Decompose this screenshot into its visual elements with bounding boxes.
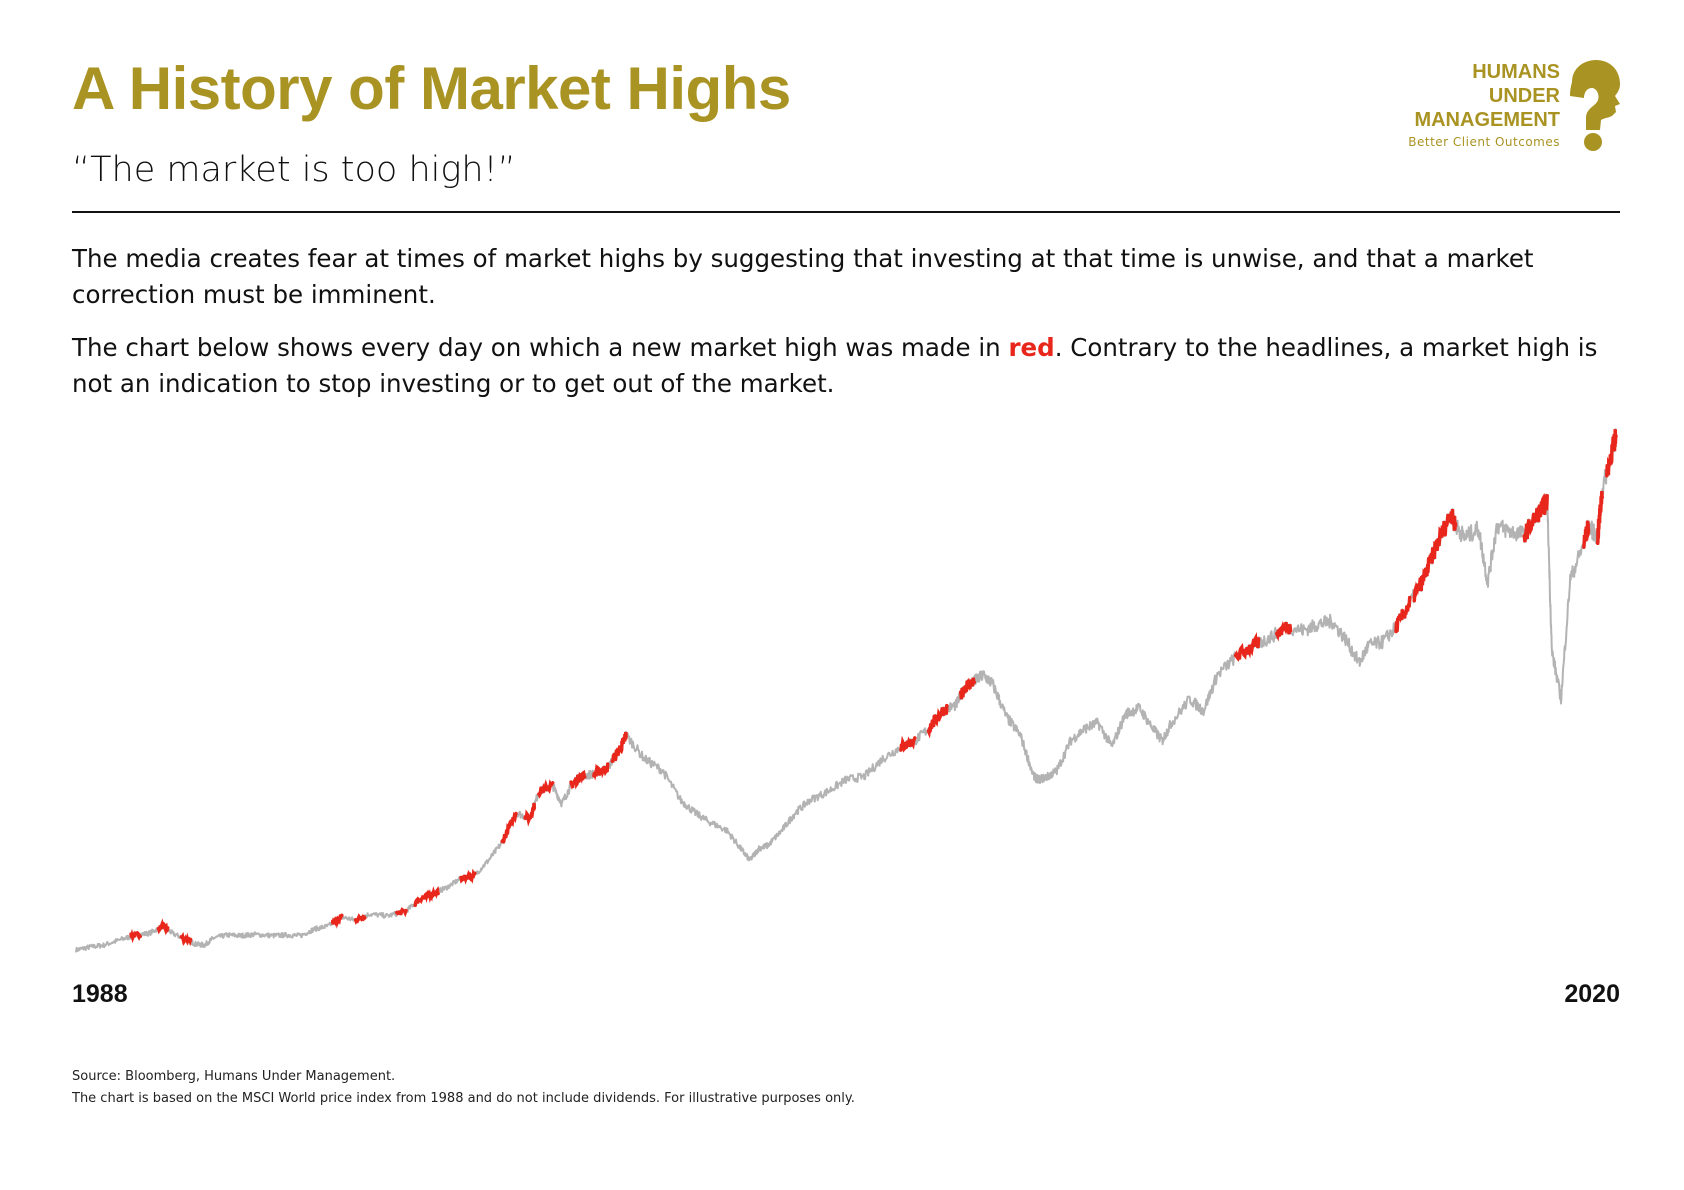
market-high-segment-12: [569, 769, 587, 791]
market-high-segment-16: [926, 703, 949, 739]
page-title: A History of Market Highs: [72, 55, 791, 122]
market-high-segment-9: [500, 811, 518, 844]
explanation-text-start: The chart below shows every day on which…: [72, 333, 1009, 362]
red-highlight-word: red: [1008, 333, 1055, 362]
disclaimer-note: The chart is based on the MSCI World pri…: [72, 1091, 855, 1106]
logo-wordmark: HUMANS UNDER MANAGEMENT Better Client Ou…: [1408, 60, 1560, 150]
market-high-segment-2: [156, 918, 170, 936]
market-high-segment-8: [459, 868, 477, 885]
market-high-segment-1: [129, 928, 142, 944]
logo-line-1: HUMANS: [1472, 61, 1560, 83]
market-high-segment-3: [179, 931, 193, 947]
market-high-segment-14: [610, 731, 628, 763]
market-high-segment-26: [1605, 429, 1618, 478]
source-note: Source: Bloomberg, Humans Under Manageme…: [72, 1069, 396, 1084]
market-high-segment-4: [330, 913, 344, 929]
market-high-segment-10: [523, 802, 537, 827]
market-high-segment-7: [413, 886, 440, 908]
chart-explanation-paragraph: The chart below shows every day on which…: [72, 330, 1632, 402]
market-high-segment-6: [395, 907, 408, 918]
market-high-segment-22: [1435, 508, 1458, 552]
intro-paragraph: The media creates fear at times of marke…: [72, 244, 1534, 309]
market-high-segment-23: [1522, 492, 1549, 543]
brand-logo: HUMANS UNDER MANAGEMENT Better Client Ou…: [1320, 60, 1620, 160]
index-price-line: [75, 428, 1617, 953]
logo-tagline: Better Client Outcomes: [1408, 135, 1560, 149]
page-subtitle: “The market is too high!”: [72, 150, 516, 190]
logo-line-3: MANAGEMENT: [1414, 109, 1560, 131]
x-axis-end-label: 2020: [1564, 980, 1620, 1008]
market-highs-chart: [75, 428, 1618, 953]
market-high-segment-13: [592, 762, 610, 781]
market-high-segment-15: [899, 735, 917, 753]
market-high-segment-5: [353, 913, 367, 925]
logo-line-2: UNDER: [1488, 85, 1560, 107]
explanation-text-end: . Contrary to the headlines, a market hi…: [72, 333, 1598, 398]
market-high-segment-24: [1582, 520, 1591, 549]
header-divider: [72, 211, 1620, 213]
market-high-segment-25: [1595, 490, 1605, 546]
market-high-segment-21: [1412, 539, 1440, 603]
market-high-segment-18: [1233, 631, 1261, 662]
market-high-segment-17: [958, 677, 977, 700]
market-high-segment-19: [1275, 621, 1293, 642]
x-axis-start-label: 1988: [72, 980, 128, 1008]
market-high-segment-11: [537, 779, 555, 799]
question-mark-head-icon: [1570, 60, 1620, 151]
market-high-segment-20: [1394, 595, 1412, 634]
